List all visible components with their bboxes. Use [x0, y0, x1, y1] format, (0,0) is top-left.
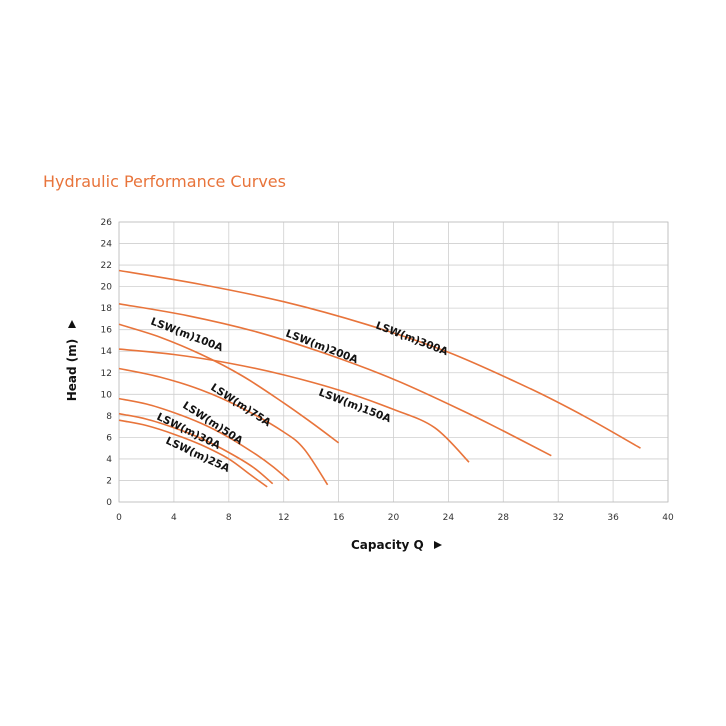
y-tick-label: 20: [101, 283, 113, 293]
y-tick-label: 6: [106, 433, 112, 443]
x-axis-arrow-icon: [434, 541, 442, 549]
x-tick-label: 32: [552, 513, 563, 523]
curve-lsw-m-200a: [118, 303, 552, 457]
y-tick-label: 8: [106, 412, 112, 422]
x-tick-label: 4: [171, 513, 177, 523]
series-label: LSW(m)150A: [317, 387, 393, 426]
x-tick-label: 16: [333, 513, 345, 523]
curve-labels: LSW(m)300ALSW(m)200ALSW(m)150ALSW(m)100A…: [149, 316, 450, 476]
curve-lsw-m-30a: [118, 412, 274, 485]
y-tick-label: 22: [101, 261, 112, 271]
y-tick-label: 12: [101, 369, 112, 379]
axis-titles: Capacity Q Head (m): [65, 320, 442, 552]
y-axis-arrow-icon: [68, 320, 76, 328]
y-tick-label: 2: [106, 476, 112, 486]
y-tick-label: 26: [101, 218, 113, 228]
y-tick-label: 14: [101, 347, 113, 357]
y-tick-label: 10: [101, 390, 113, 400]
x-tick-label: 12: [278, 513, 289, 523]
curve-lsw-m-150a: [118, 348, 470, 463]
curve-lsw-m-75a: [118, 367, 329, 486]
curve-lsw-m-25a: [118, 419, 268, 488]
x-tick-label: 20: [388, 513, 400, 523]
chart-grid: [118, 221, 669, 503]
curve-lsw-m-100a: [118, 323, 340, 444]
x-tick-label: 28: [498, 513, 510, 523]
y-tick-label: 0: [106, 498, 112, 508]
series-label: LSW(m)200A: [284, 328, 360, 367]
y-tick-label: 4: [106, 455, 112, 465]
x-tick-label: 24: [443, 513, 455, 523]
chart-title: Hydraulic Performance Curves: [43, 172, 286, 191]
x-tick-label: 36: [607, 513, 619, 523]
curve-lsw-m-50a: [118, 397, 290, 482]
y-tick-label: 18: [101, 304, 113, 314]
x-tick-label: 8: [226, 513, 232, 523]
curve-lsw-m-300a: [118, 269, 641, 449]
y-tick-label: 16: [101, 326, 113, 336]
y-tick-label: 24: [101, 240, 113, 250]
performance-curves: [118, 269, 641, 488]
x-axis-title: Capacity Q: [351, 538, 424, 552]
series-label: LSW(m)300A: [374, 320, 450, 359]
x-tick-label: 0: [116, 513, 122, 523]
y-axis-title: Head (m): [65, 339, 79, 402]
plot-area-border: [118, 221, 669, 503]
x-tick-label: 40: [662, 513, 674, 523]
